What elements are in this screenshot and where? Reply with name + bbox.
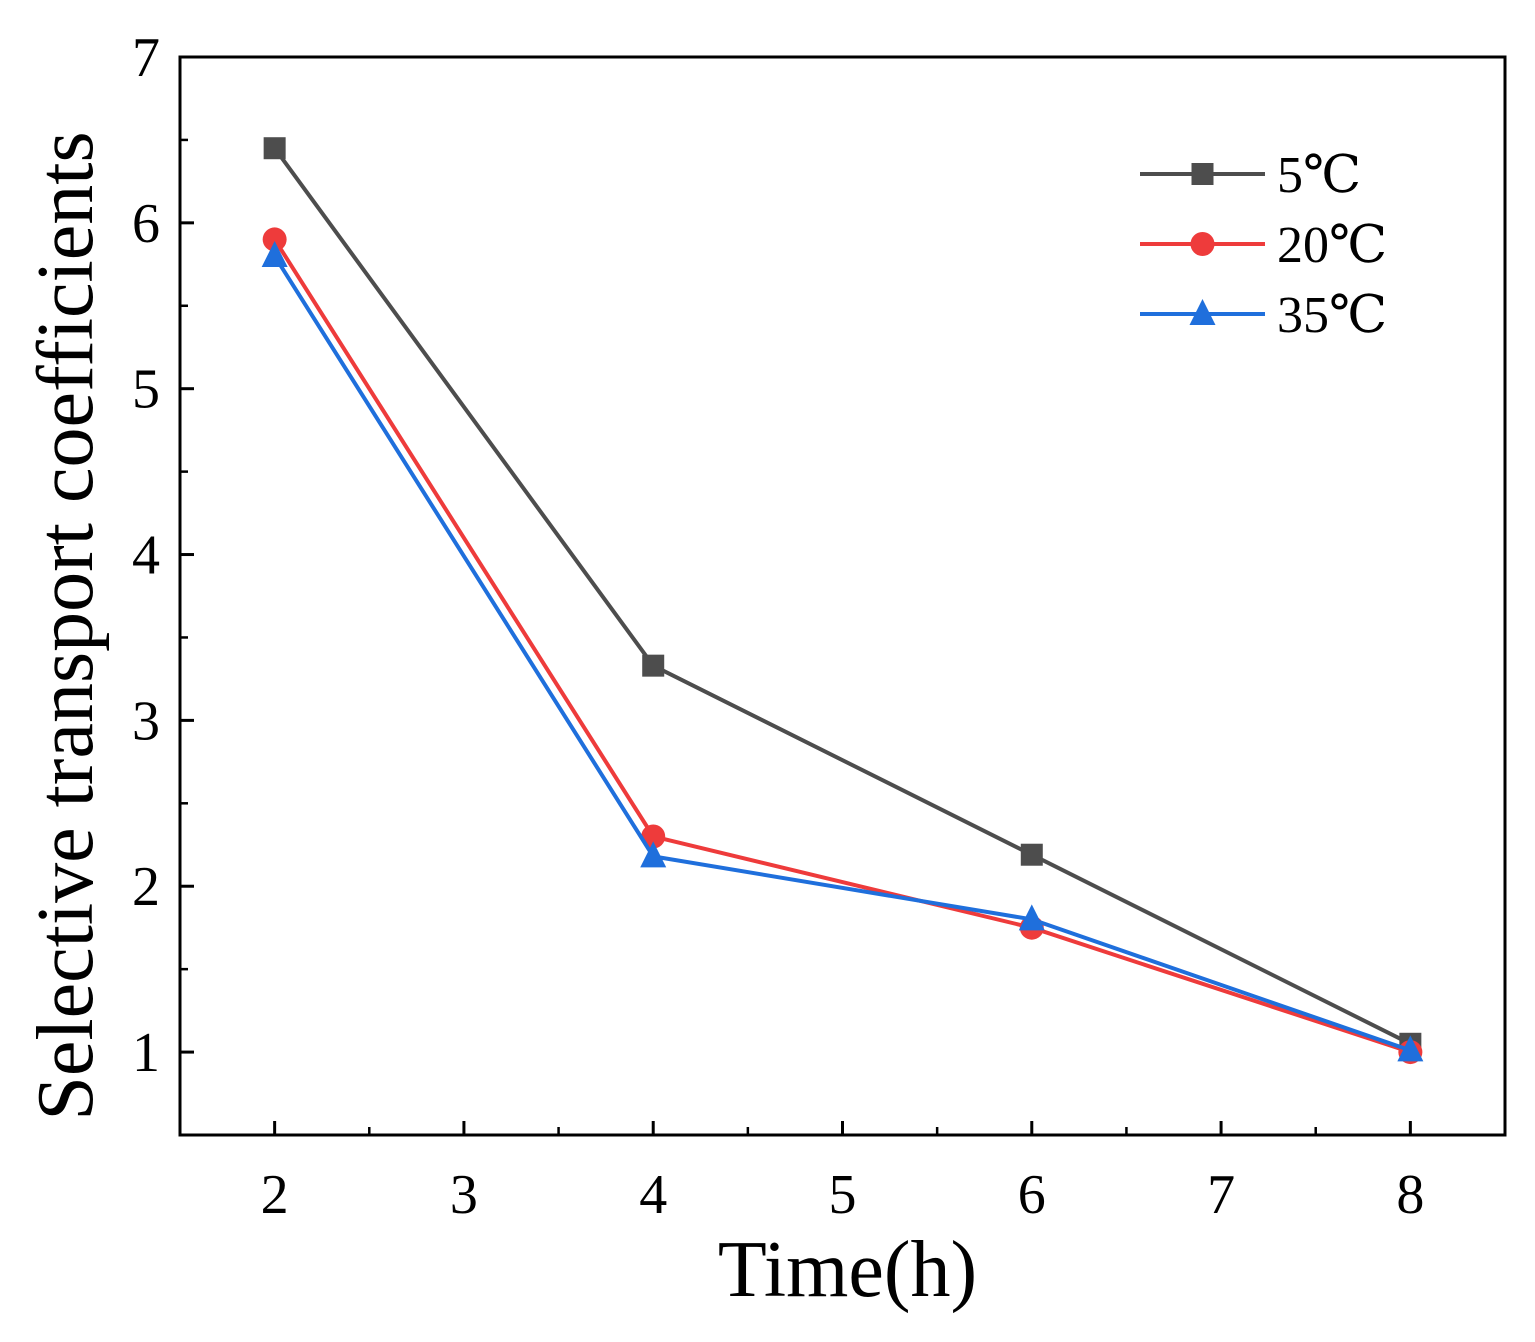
legend-marker: [1191, 163, 1214, 185]
series-2: [262, 227, 1423, 1065]
data-point: [262, 227, 287, 252]
y-tick-label: 2: [132, 856, 160, 918]
y-axis-title: Selective transport coefficients: [22, 131, 110, 1120]
legend-item: 35℃: [1140, 287, 1387, 344]
y-tick-label: 3: [132, 690, 160, 752]
legend-marker: [1190, 232, 1215, 256]
data-point: [263, 137, 286, 160]
x-tick-label: 7: [1207, 1164, 1235, 1226]
legend-label: 5℃: [1277, 147, 1361, 204]
x-tick-label: 3: [450, 1164, 478, 1226]
legend-label: 35℃: [1277, 287, 1387, 344]
data-point: [640, 841, 667, 868]
axes: 2 3 4 5 6 7 8 1 2 3 4 5 6 7: [132, 27, 1507, 1226]
y-tick-label: 4: [132, 525, 160, 587]
x-tick-label: 6: [1018, 1164, 1046, 1226]
y-tick-label: 6: [132, 193, 160, 255]
series-3: [261, 241, 1424, 1062]
legend-label: 20℃: [1277, 217, 1387, 274]
data-point: [1018, 904, 1045, 931]
x-tick-label: 4: [639, 1164, 667, 1226]
data-point: [641, 824, 666, 849]
x-tick-label: 8: [1396, 1164, 1424, 1226]
data-point: [1397, 1035, 1424, 1062]
x-axis-title: Time(h): [718, 1226, 977, 1314]
series-line: [272, 254, 1412, 1053]
legend-item: 5℃: [1140, 147, 1361, 204]
x-tick-label: 5: [829, 1164, 857, 1226]
data-point: [642, 654, 665, 677]
series-line: [272, 238, 1411, 1054]
series-1: [263, 137, 1422, 1055]
legend-marker: [1189, 299, 1216, 325]
series-line: [273, 147, 1412, 1046]
data-point: [1020, 843, 1043, 866]
y-tick-label: 1: [132, 1022, 160, 1084]
y-tick-label: 7: [132, 27, 160, 89]
x-tick-label: 2: [261, 1164, 289, 1226]
legend: 5℃ 20℃ 35℃: [1140, 147, 1387, 344]
data-point: [261, 241, 288, 268]
y-tick-label: 5: [132, 359, 160, 421]
series-layer: [261, 137, 1424, 1065]
legend-item: 20℃: [1140, 217, 1387, 274]
